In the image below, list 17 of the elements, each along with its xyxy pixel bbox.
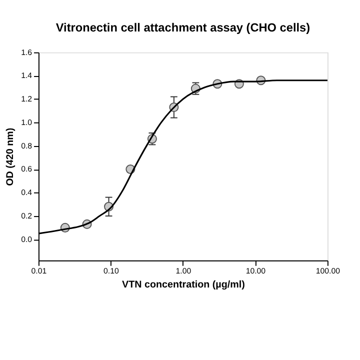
x-axis-title: VTN concentration (µg/ml): [122, 280, 245, 291]
y-tick-label: 1.6: [21, 48, 33, 57]
y-tick-label: 0.2: [21, 211, 32, 220]
x-tick-label: 10.00: [246, 266, 266, 276]
y-axis-title: OD (420 nm): [5, 128, 16, 186]
x-tick-label: 0.10: [104, 266, 120, 276]
x-tick-label: 100.00: [316, 266, 341, 276]
y-tick-label: 1.4: [21, 71, 33, 80]
y-tick-label: 0.6: [21, 164, 33, 174]
y-tick-label: 1.2: [21, 94, 32, 104]
y-tick-label: 0.4: [21, 188, 33, 198]
chart-title: Vitronectin cell attachment assay (CHO cells): [56, 20, 310, 35]
y-tick-label: 0.8: [21, 141, 33, 150]
x-tick-label: 1.00: [176, 266, 192, 276]
x-tick-label: 0.01: [31, 266, 47, 276]
y-tick-label: 1.0: [21, 118, 33, 127]
y-tick-label: 0.0: [21, 234, 33, 244]
